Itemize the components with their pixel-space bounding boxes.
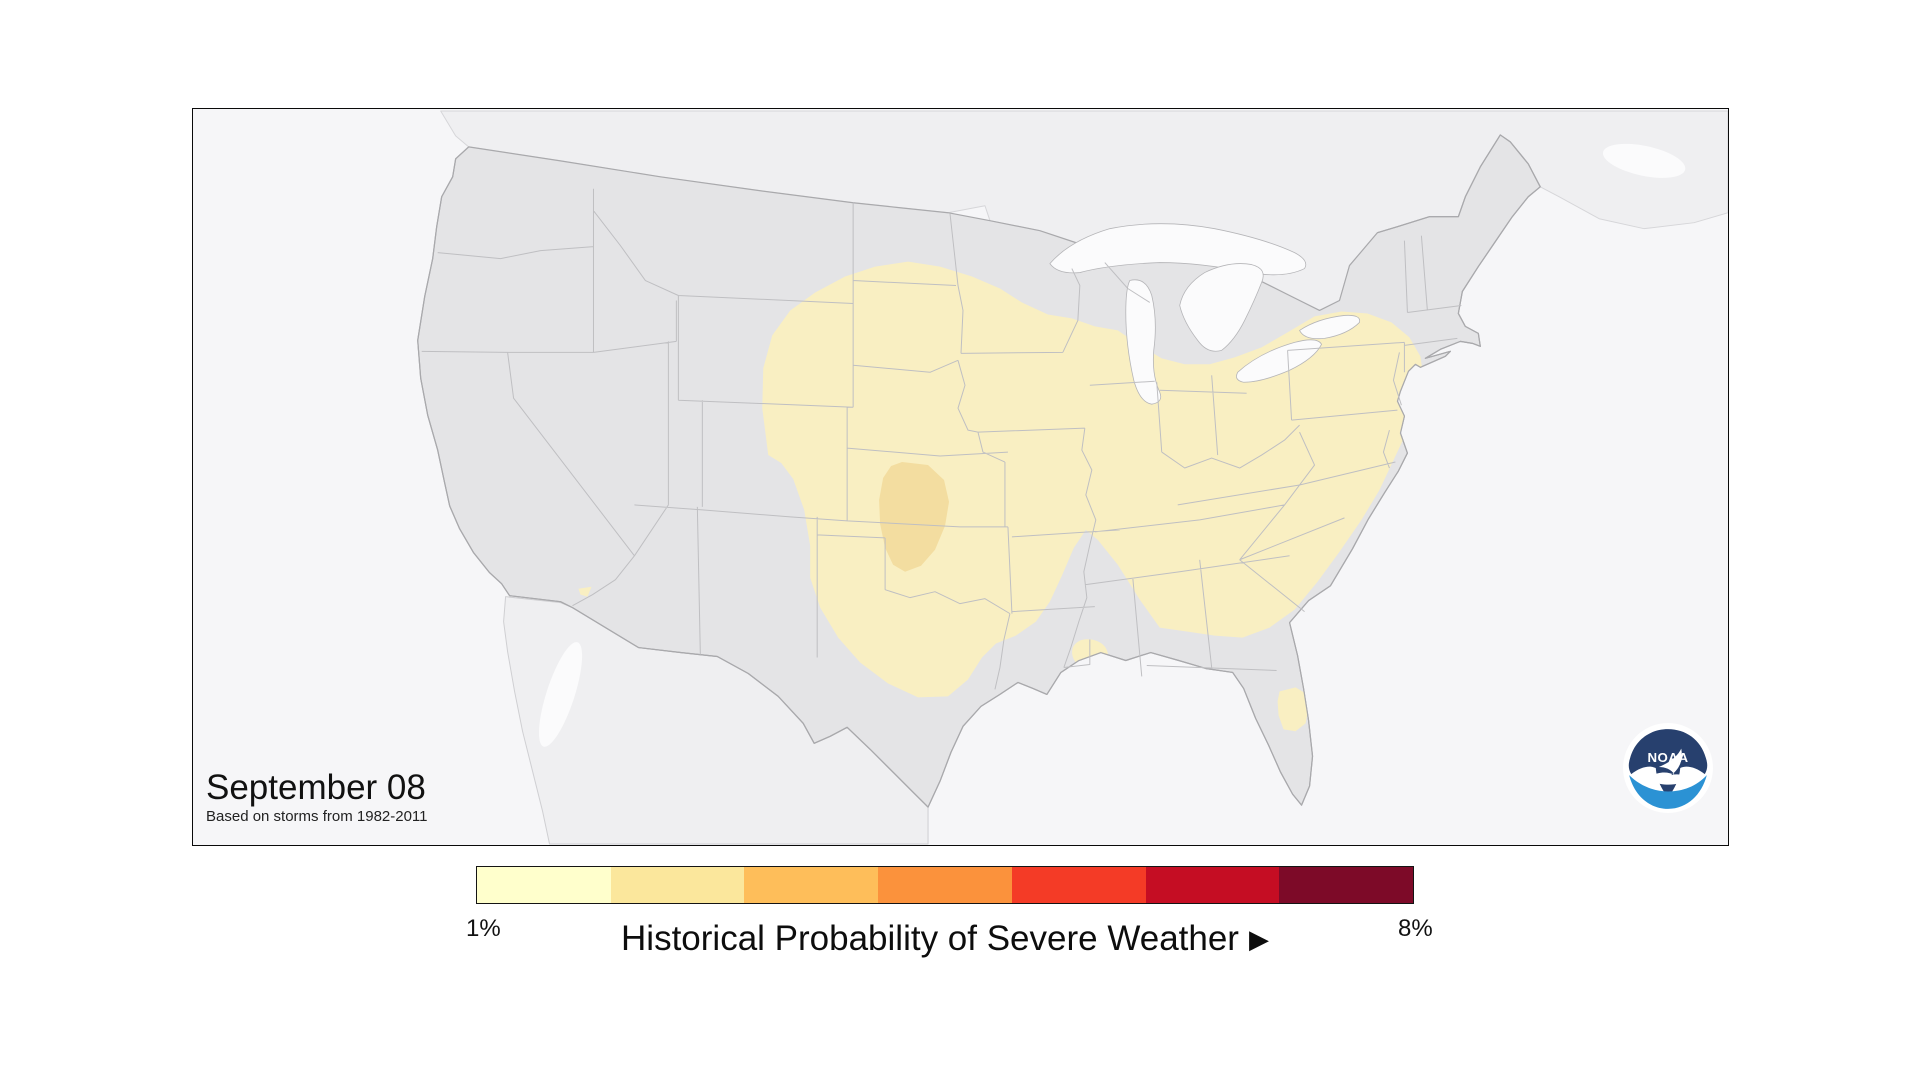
legend-swatch (1145, 867, 1280, 903)
overlay-arizona-spot (578, 586, 592, 597)
gulf-of-california-water (538, 642, 583, 747)
lake-huron (1179, 263, 1264, 352)
lake-erie (1236, 339, 1322, 383)
noaa-logo-wave (1629, 775, 1707, 809)
great-lakes (1049, 223, 1361, 405)
overlay-2pct-core (879, 462, 950, 572)
legend-swatch (878, 867, 1012, 903)
map-panel: September 08 Based on storms from 1982-2… (192, 108, 1729, 846)
lake-michigan (1125, 279, 1162, 405)
us-map (193, 109, 1728, 845)
map-date: September 08 (206, 768, 426, 807)
us-coast-outline (417, 134, 1541, 808)
map-source-note: Based on storms from 1982-2011 (206, 808, 428, 825)
play-arrow-icon: ▶ (1248, 924, 1269, 954)
legend-swatch (1011, 867, 1146, 903)
legend-swatch (744, 867, 879, 903)
state-borders (421, 188, 1462, 690)
noaa-logo: NOAA (1623, 723, 1713, 813)
noaa-logo-gull-icon (1646, 748, 1690, 785)
legend-swatch (477, 867, 611, 903)
legend-swatch (610, 867, 745, 903)
legend-title-text: Historical Probability of Severe Weather (621, 919, 1239, 958)
legend-title: Historical Probability of Severe Weather… (476, 919, 1414, 959)
date-block: September 08 Based on storms from 1982-2… (206, 768, 428, 826)
gulf-st-lawrence-water (1602, 143, 1686, 178)
noaa-logo-text: NOAA (1647, 750, 1688, 765)
overlay-florida-spot (1277, 687, 1309, 732)
lake-ontario (1299, 314, 1361, 340)
legend-color-bar (476, 866, 1414, 904)
legend-max-label: 8% (1398, 915, 1433, 942)
legend-swatch (1279, 867, 1414, 903)
legend-min-label: 1% (466, 915, 501, 942)
